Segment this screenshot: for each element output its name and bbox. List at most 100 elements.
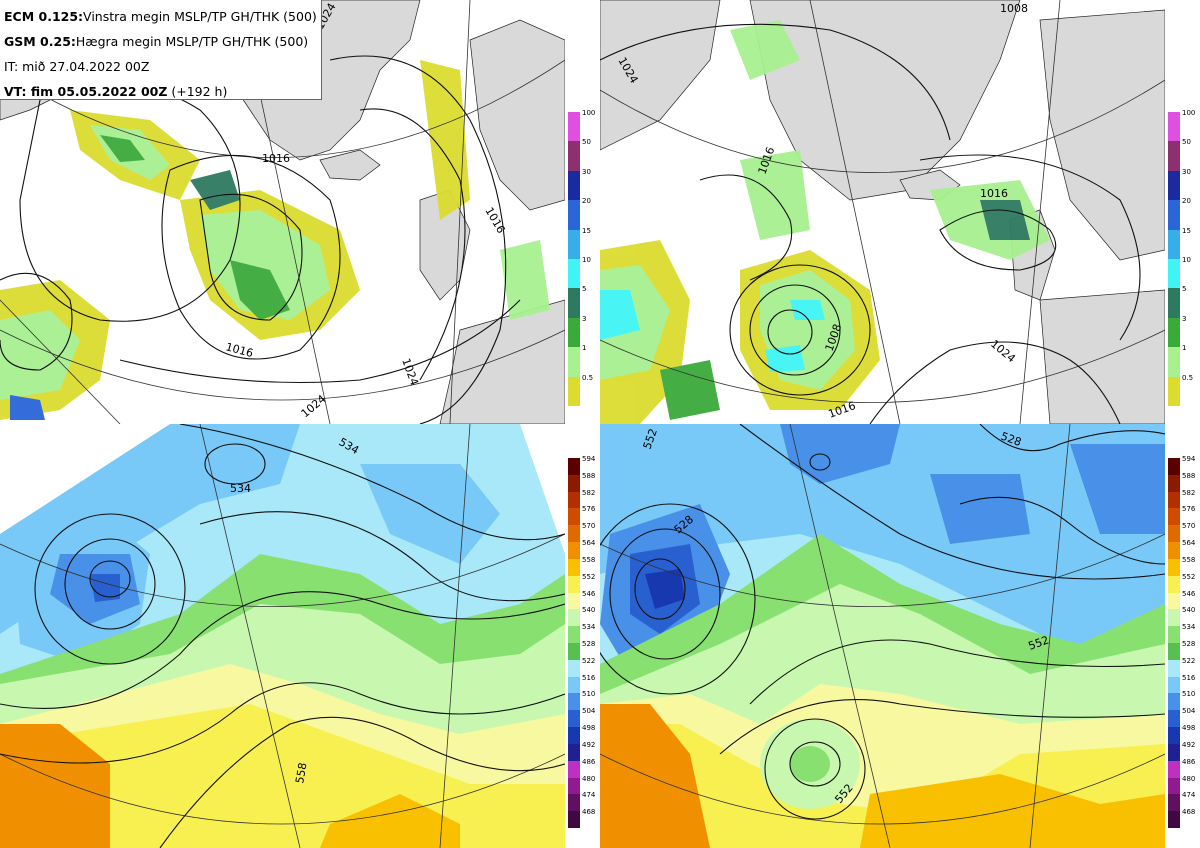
colorbar-segment [568, 376, 580, 407]
colorbar-tick-label: 576 [582, 505, 596, 514]
colorbar-tick-label: 594 [582, 455, 596, 463]
colorbar-segment [1168, 170, 1180, 201]
colorbar-tick-label: 528 [1182, 640, 1196, 648]
colorbar-tick-label: 558 [1182, 555, 1196, 564]
thk-label-3: 558 [293, 762, 309, 785]
colorbar-segment [1168, 112, 1180, 142]
canada-land [600, 0, 721, 151]
colorbar-tick-label: 528 [582, 640, 596, 648]
colorbar-segment [568, 491, 580, 509]
colorbar-segment [568, 659, 580, 678]
colorbar-segment [1168, 229, 1180, 260]
colorbar-segment [568, 760, 580, 779]
colorbar-segment [1168, 592, 1180, 610]
colorbar-tick-label: 522 [582, 656, 596, 665]
colorbar-tick-label: 582 [1182, 488, 1196, 497]
colorbar-segment [568, 693, 580, 711]
colorbar-segment [568, 592, 580, 610]
mslp-label-1: 1016 [262, 152, 290, 165]
colorbar-tick-label: 582 [582, 488, 596, 497]
colorbar-segment [1168, 141, 1180, 172]
colorbar-tick-label: 1 [1182, 344, 1187, 353]
colorbar-tick-label: 504 [1182, 707, 1196, 716]
colorbar-tick-label: 492 [582, 740, 596, 749]
colorbar-tick-label: 50 [1182, 138, 1191, 147]
colorbar-tick-label: 588 [582, 471, 596, 480]
colorbar-tick-label: 504 [582, 707, 596, 716]
mslp-label-3: 1016 [980, 187, 1008, 200]
model-line-ecm: ECM 0.125:Vinstra megin MSLP/TP GH/THK (… [4, 9, 317, 24]
colorbar-segment [1168, 288, 1180, 319]
colorbar-segment [1168, 317, 1180, 348]
colorbar-tick-label: 492 [1182, 740, 1196, 749]
colorbar-tick-label: 534 [582, 623, 596, 632]
colorbar-tick-label: 1 [582, 344, 587, 353]
colorbar-tick-label: 5 [1182, 285, 1187, 294]
colorbar-segment [568, 542, 580, 560]
colorbar-tick-label: 516 [1182, 673, 1196, 682]
colorbar-tick-label: 30 [582, 167, 591, 176]
colorbar-segment [568, 794, 580, 812]
colorbar-segment [1168, 491, 1180, 509]
colorbar-tick-label: 15 [1182, 226, 1191, 235]
colorbar-segment [568, 777, 580, 795]
colorbar-segment [1168, 542, 1180, 560]
colorbar-tick-label: 522 [1182, 656, 1196, 665]
colorbar-segment [568, 609, 580, 627]
colorbar-segment [1168, 508, 1180, 526]
model-line-gsm: GSM 0.25:Hægra megin MSLP/TP GH/THK (500… [4, 34, 309, 49]
colorbar-tick-label: 570 [1182, 522, 1196, 531]
colorbar-tick-label: 50 [582, 138, 591, 147]
thickness-shading [600, 424, 1165, 848]
colorbar-tick-label: 474 [1182, 791, 1196, 800]
colorbar-segment [568, 259, 580, 289]
colorbar-segment [568, 112, 580, 142]
colorbar-segment [1168, 575, 1180, 594]
colorbar-tick-label: 474 [582, 791, 596, 800]
colorbar-tick-label: 510 [582, 690, 596, 699]
colorbar-tick-label: 5 [582, 285, 587, 294]
precip-areas [600, 20, 1050, 424]
colorbar-segment [1168, 474, 1180, 493]
colorbar-segment [1168, 200, 1180, 231]
info-box: ECM 0.125:Vinstra megin MSLP/TP GH/THK (… [0, 0, 322, 100]
colorbar-segment [568, 643, 580, 661]
colorbar-tick-label: 534 [1182, 623, 1196, 632]
land-areas [600, 0, 1165, 424]
colorbar-tick-label: 20 [1182, 197, 1191, 206]
colorbar-tick-label: 540 [1182, 606, 1196, 615]
scandinavia-land [1039, 9, 1165, 261]
colorbar-segment [1168, 676, 1180, 694]
scandinavia-land [469, 19, 565, 211]
colorbar-segment [1168, 710, 1180, 728]
colorbar-segment [568, 676, 580, 694]
colorbar-segment [1168, 643, 1180, 661]
thk-label-1: 534 [230, 482, 251, 495]
colorbar-tick-label: 100 [1182, 109, 1196, 117]
colorbar-segment [1168, 760, 1180, 779]
colorbar-segment [1168, 376, 1180, 407]
ecm-gh-thk-map: 534 534 558 [0, 424, 565, 848]
colorbar-tick-label: 510 [1182, 690, 1196, 699]
colorbar-tick-label: 546 [1182, 589, 1196, 598]
colorbar-tick-label: 100 [582, 109, 596, 117]
colorbar-segment [568, 170, 580, 201]
colorbar-tick-label: 498 [1182, 724, 1196, 733]
colorbar-segment [568, 508, 580, 526]
colorbar-segment [1168, 659, 1180, 678]
colorbar-segment [1168, 811, 1180, 829]
colorbar-tick-label: 20 [582, 197, 591, 206]
valid-time: VT: fim 05.05.2022 00Z (+192 h) [4, 84, 228, 99]
colorbar-tick-label: 468 [582, 808, 596, 817]
colorbar-tick-label: 480 [1182, 774, 1196, 783]
colorbar-segment [568, 317, 580, 348]
colorbar-segment [568, 710, 580, 728]
colorbar-tick-label: 588 [1182, 471, 1196, 480]
colorbar-tick-label: 3 [1182, 314, 1187, 323]
colorbar-segment [568, 626, 580, 644]
colorbar-tick-label: 516 [582, 673, 596, 682]
colorbar-segment [568, 200, 580, 231]
colorbar-segment [568, 288, 580, 319]
colorbar-segment [1168, 743, 1180, 762]
colorbar-segment [1168, 693, 1180, 711]
